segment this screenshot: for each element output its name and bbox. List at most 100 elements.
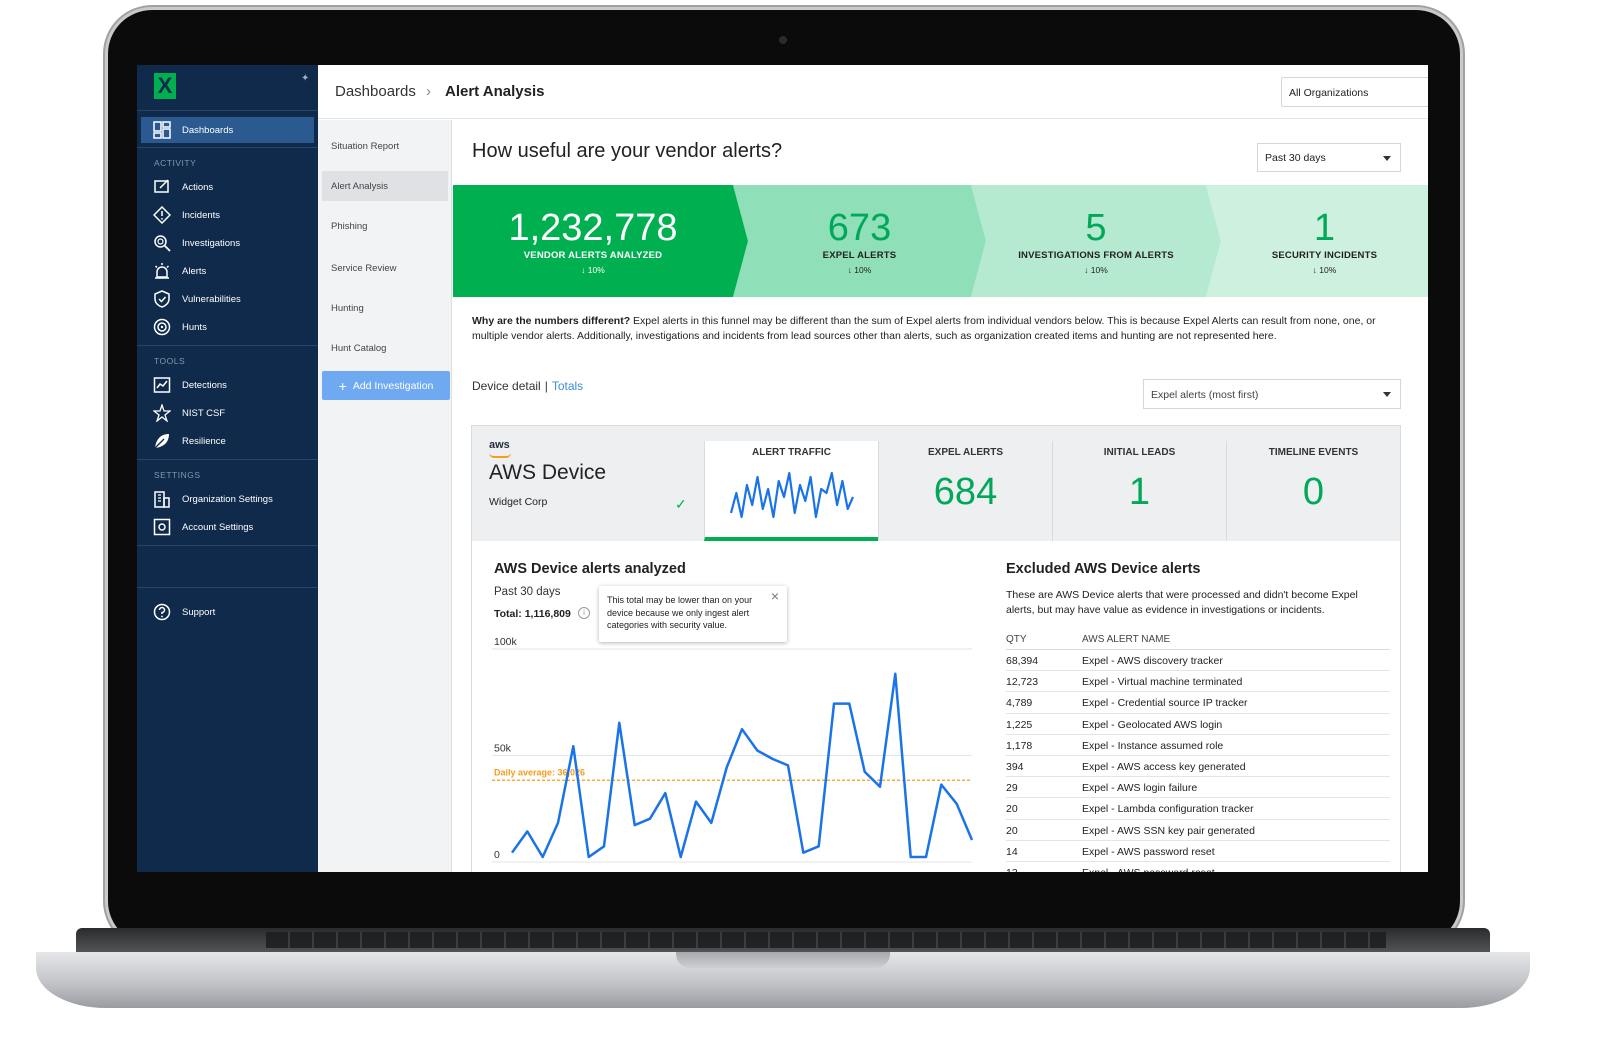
table-row[interactable]: 4,789 Expel - Credential source IP tracke… [1006,692,1390,714]
sidebar-item-investigations[interactable]: Investigations [141,230,314,256]
funnel-segment-vendor [1206,185,1428,297]
date-range-select[interactable]: Past 30 days [1257,143,1401,172]
sparkline-path [729,471,855,519]
sidebar-item-support[interactable]: Support [141,599,314,625]
tooltip-text: This total may be lower than on your dev… [607,595,753,630]
pin-icon[interactable]: ✦ [301,73,310,84]
funnel-explanation-body: Expel alerts in this funnel may be diffe… [472,315,1376,342]
row-alert-name: Expel - Lambda configuration tracker [1082,803,1254,816]
funnel-value: 1 [1313,206,1336,249]
metric-initial-leads[interactable]: INITIAL LEADS 1 [1052,441,1226,541]
actions-icon [154,179,169,193]
incidents-icon [153,206,171,224]
metric-label: INITIAL LEADS [1103,447,1176,458]
funnel-stage-vendor-alerts: 1,232,778 VENDOR ALERTS ANALYZED ↓ 10% [453,185,733,297]
row-alert-name: Expel - Credential source IP tracker [1082,697,1248,710]
funnel-change: ↓ 10% [1313,265,1337,275]
detections-icon [153,377,171,393]
sidebar-item-label: Detections [182,379,227,391]
table-row[interactable]: 12,723 Expel - Virtual machine terminated [1006,671,1390,693]
tab-device-detail[interactable]: Device detail [472,379,541,393]
row-alert-name: Expel - Instance assumed role [1082,739,1224,752]
target-icon [153,318,171,336]
add-investigation-button[interactable]: + Add Investigation [322,371,450,400]
metric-value: 684 [933,471,998,513]
sort-select[interactable]: Expel alerts (most first) [1143,379,1401,409]
metric-label: TIMELINE EVENTS [1268,447,1359,458]
sidebar-item-label: Organization Settings [182,493,273,505]
tab-totals[interactable]: Totals [551,379,584,393]
down-arrow-icon: ↓ [1084,264,1091,275]
device-info[interactable]: aws AWS Device Widget Corp ✓ [472,426,704,541]
leaf-icon [154,434,169,449]
subnav-item-hunting[interactable]: Hunting [331,302,364,314]
sort-select-value: Expel alerts (most first) [1151,389,1259,401]
shield-icon [154,290,170,308]
funnel-shapes [453,185,1428,297]
funnel-value: 1,232,778 [508,206,678,249]
device-name: AWS Device [489,461,607,484]
organization-select[interactable]: All Organizations [1281,77,1428,107]
metric-alert-traffic[interactable]: ALERT TRAFFIC [704,441,878,541]
sidebar-item-label: Alerts [182,265,207,277]
close-icon[interactable]: × [770,588,779,604]
sidebar-item-organization-settings[interactable]: Organization Settings [141,486,314,512]
sidebar-item-nist-csf[interactable]: NIST CSF [141,400,314,426]
chart-title: AWS Device alerts analyzed [494,561,686,577]
plus-icon: + [338,377,347,394]
table-row[interactable]: 1,178 Expel - Instance assumed role [1006,735,1390,756]
subnav-item-hunt-catalog[interactable]: Hunt Catalog [331,342,387,354]
expel-logo[interactable]: X [154,73,176,99]
subnav-item-situation-report[interactable]: Situation Report [331,140,400,152]
sidebar-item-hunts[interactable]: Hunts [141,314,314,340]
sidebar-item-actions[interactable]: Actions [141,174,314,200]
sidebar-item-dashboards[interactable]: Dashboards [141,117,314,143]
help-icon [153,603,171,621]
date-range-value: Past 30 days [1265,152,1326,164]
funnel-value: 673 [827,206,892,249]
sidebar-item-label: Vulnerabilities [182,293,241,305]
page-title: Alert Analysis [445,83,545,100]
metric-timeline-events[interactable]: TIMELINE EVENTS 0 [1226,441,1400,541]
sidebar-item-label: Investigations [182,237,241,249]
funnel-stage-security-incidents: 1 SECURITY INCIDENTS ↓ 10% [1221,185,1428,297]
dashboard-subnav: Situation Report Alert Analysis Phishing… [318,120,452,872]
funnel-segment-analyzed [453,185,748,297]
y-tick-label: 0 [494,849,500,861]
funnel-change: ↓ 10% [1084,265,1108,275]
info-icon[interactable]: i [578,607,590,619]
nist-star-icon [153,404,171,422]
table-row[interactable]: 13 Expel - AWS password reset [1006,862,1390,872]
metric-expel-alerts[interactable]: EXPEL ALERTS 684 [878,441,1052,541]
sidebar-item-resilience[interactable]: Resilience [141,428,314,454]
divider [137,545,318,546]
row-alert-name: Expel - AWS discovery tracker [1082,655,1223,667]
subnav-item-alert-analysis[interactable]: Alert Analysis [322,171,448,201]
sidebar-item-vulnerabilities[interactable]: Vulnerabilities [141,286,314,312]
sidebar-item-label: Support [182,606,216,618]
breadcrumb-dashboards[interactable]: Dashboards [335,83,416,100]
sidebar-item-label: Actions [182,181,214,193]
sidebar-item-label: Account Settings [182,521,254,533]
table-row[interactable]: 68,394 Expel - AWS discovery tracker [1006,650,1390,672]
table-row[interactable]: 20 Expel - Lambda configuration tracker [1006,798,1390,820]
subnav-item-phishing[interactable]: Phishing [331,220,368,232]
sidebar-item-account-settings[interactable]: Account Settings [141,514,314,540]
funnel-label: EXPEL ALERTS [822,249,897,261]
table-row[interactable]: 20 Expel - AWS SSN key pair generated [1006,820,1390,841]
camera [779,36,787,44]
sidebar-item-incidents[interactable]: Incidents [141,202,314,228]
funnel-change: ↓ 10% [581,265,605,275]
sidebar-item-alerts[interactable]: Alerts [141,258,314,284]
table-row[interactable]: 394 Expel - AWS access key generated [1006,756,1390,778]
keyboard-deck [76,928,1490,954]
row-alert-name: Expel - AWS password reset [1082,845,1215,858]
alerts-line-chart: 100k 50k 0 Daily average: 36,026 [492,636,974,863]
funnel-segment-expel [733,185,986,297]
metric-label: ALERT TRAFFIC [752,447,831,458]
table-row[interactable]: 14 Expel - AWS password reset [1006,841,1390,862]
sidebar-item-detections[interactable]: Detections [141,372,314,398]
table-row[interactable]: 1,225 Expel - Geolocated AWS login [1006,714,1390,735]
table-row[interactable]: 29 Expel - AWS login failure [1006,777,1390,799]
subnav-item-service-review[interactable]: Service Review [331,262,397,274]
